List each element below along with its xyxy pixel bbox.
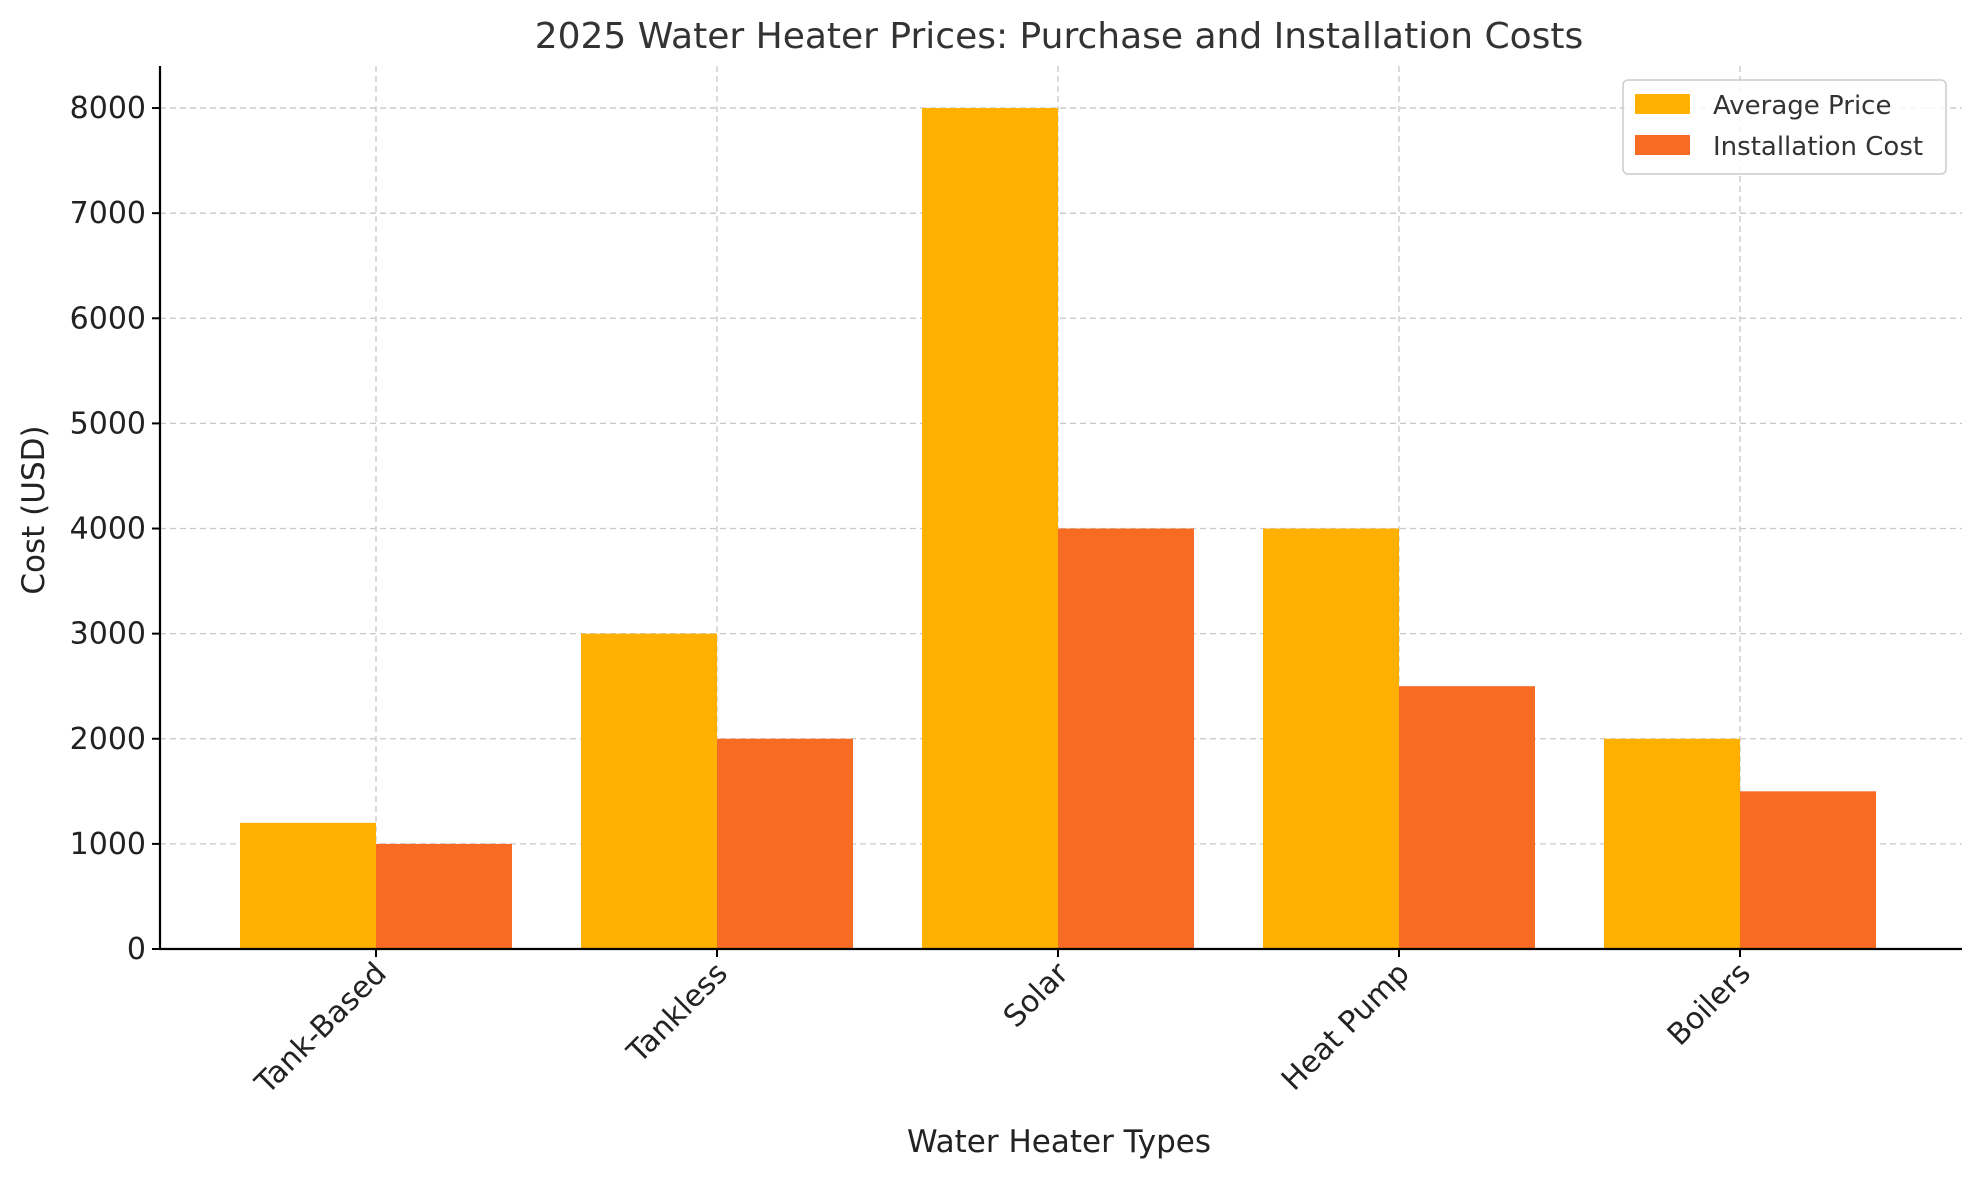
x-tick-label-1: Tankless — [620, 956, 735, 1071]
y-tick-label-1: 1000 — [70, 827, 146, 862]
bars — [240, 108, 1876, 950]
bar-series1-1 — [717, 738, 853, 949]
bar-series1-3 — [1399, 686, 1535, 949]
y-tick-label-0: 0 — [127, 932, 146, 967]
y-tick-label-5: 5000 — [70, 406, 146, 441]
bar-series0-2 — [922, 108, 1058, 950]
bar-series1-0 — [376, 843, 512, 949]
bar-series0-1 — [581, 633, 717, 949]
y-axis-label: Cost (USD) — [16, 425, 52, 594]
x-ticks: Tank-Based Tankless Solar Heat Pump Boilers — [248, 949, 1758, 1102]
x-axis-label: Water Heater Types — [907, 1124, 1211, 1160]
bar-series0-3 — [1263, 528, 1399, 949]
legend: Average Price Installation Cost — [1622, 79, 1947, 175]
y-ticks: 0 1000 2000 3000 4000 5000 6000 7000 8000 — [70, 91, 160, 967]
legend-box — [1622, 79, 1947, 175]
legend-label-0: Average Price — [1713, 91, 1891, 121]
x-tick-label-3: Heat Pump — [1275, 956, 1417, 1098]
bar-series0-4 — [1604, 738, 1740, 949]
legend-label-1: Installation Cost — [1713, 132, 1923, 162]
bar-series0-0 — [240, 822, 376, 949]
chart-title: 2025 Water Heater Prices: Purchase and I… — [535, 16, 1584, 57]
y-tick-label-7: 7000 — [70, 196, 146, 231]
legend-swatch-0 — [1635, 94, 1690, 114]
bar-series1-2 — [1058, 528, 1194, 949]
y-tick-label-2: 2000 — [70, 722, 146, 757]
bar-series1-4 — [1740, 791, 1876, 949]
x-tick-label-0: Tank-Based — [248, 956, 394, 1102]
y-tick-label-8: 8000 — [70, 91, 146, 126]
legend-swatch-1 — [1635, 135, 1690, 155]
y-tick-label-6: 6000 — [70, 301, 146, 336]
x-tick-label-2: Solar — [997, 955, 1076, 1034]
x-tick-label-4: Boilers — [1661, 956, 1758, 1053]
y-tick-label-4: 4000 — [70, 512, 146, 547]
y-tick-label-3: 3000 — [70, 617, 146, 652]
